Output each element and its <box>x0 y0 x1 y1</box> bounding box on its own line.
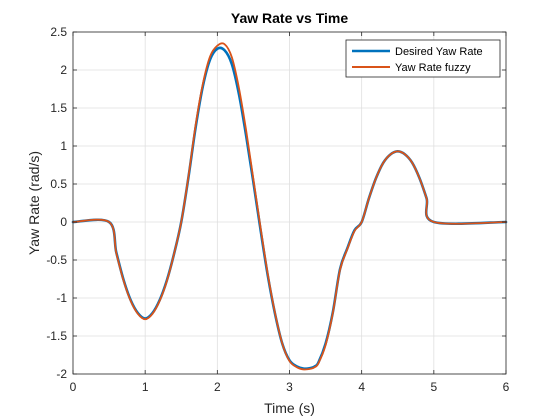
tick-labels: 0 1 2 3 4 5 6 -2 -1.5 -1 -0.5 0 0.5 1 1.5 2 2.5 <box>46 25 509 394</box>
x-tick-label: 3 <box>286 380 293 394</box>
y-tick-label: 0.5 <box>50 177 67 191</box>
y-tick-label: -1.5 <box>46 329 67 343</box>
y-tick-label: -2 <box>56 367 67 381</box>
y-tick-label: -1 <box>56 291 67 305</box>
x-tick-label: 5 <box>430 380 437 394</box>
y-tick-label: 1.5 <box>50 101 67 115</box>
y-tick-label: -0.5 <box>46 253 67 267</box>
legend-label-yaw-rate-fuzzy: Yaw Rate fuzzy <box>395 62 471 74</box>
y-tick-label: 0 <box>60 215 67 229</box>
x-axis-label: Time (s) <box>264 400 315 416</box>
y-axis-label: Yaw Rate (rad/s) <box>26 151 42 255</box>
series-line-yaw-rate-fuzzy <box>72 42 507 371</box>
chart-title: Yaw Rate vs Time <box>231 10 348 26</box>
series-layer <box>71 42 508 371</box>
tick-marks <box>72 31 507 375</box>
legend-label-desired-yaw-rate: Desired Yaw Rate <box>395 46 483 58</box>
y-tick-label: 1 <box>60 139 67 153</box>
x-tick-label: 0 <box>70 380 77 394</box>
x-tick-label: 2 <box>214 380 221 394</box>
y-tick-label: 2 <box>60 63 67 77</box>
x-tick-label: 6 <box>503 380 510 394</box>
y-tick-label: 2.5 <box>50 25 67 39</box>
x-tick-label: 1 <box>142 380 149 394</box>
x-tick-label: 4 <box>358 380 365 394</box>
legend: Desired Yaw Rate Yaw Rate fuzzy <box>345 39 501 78</box>
legend-box <box>345 39 501 78</box>
